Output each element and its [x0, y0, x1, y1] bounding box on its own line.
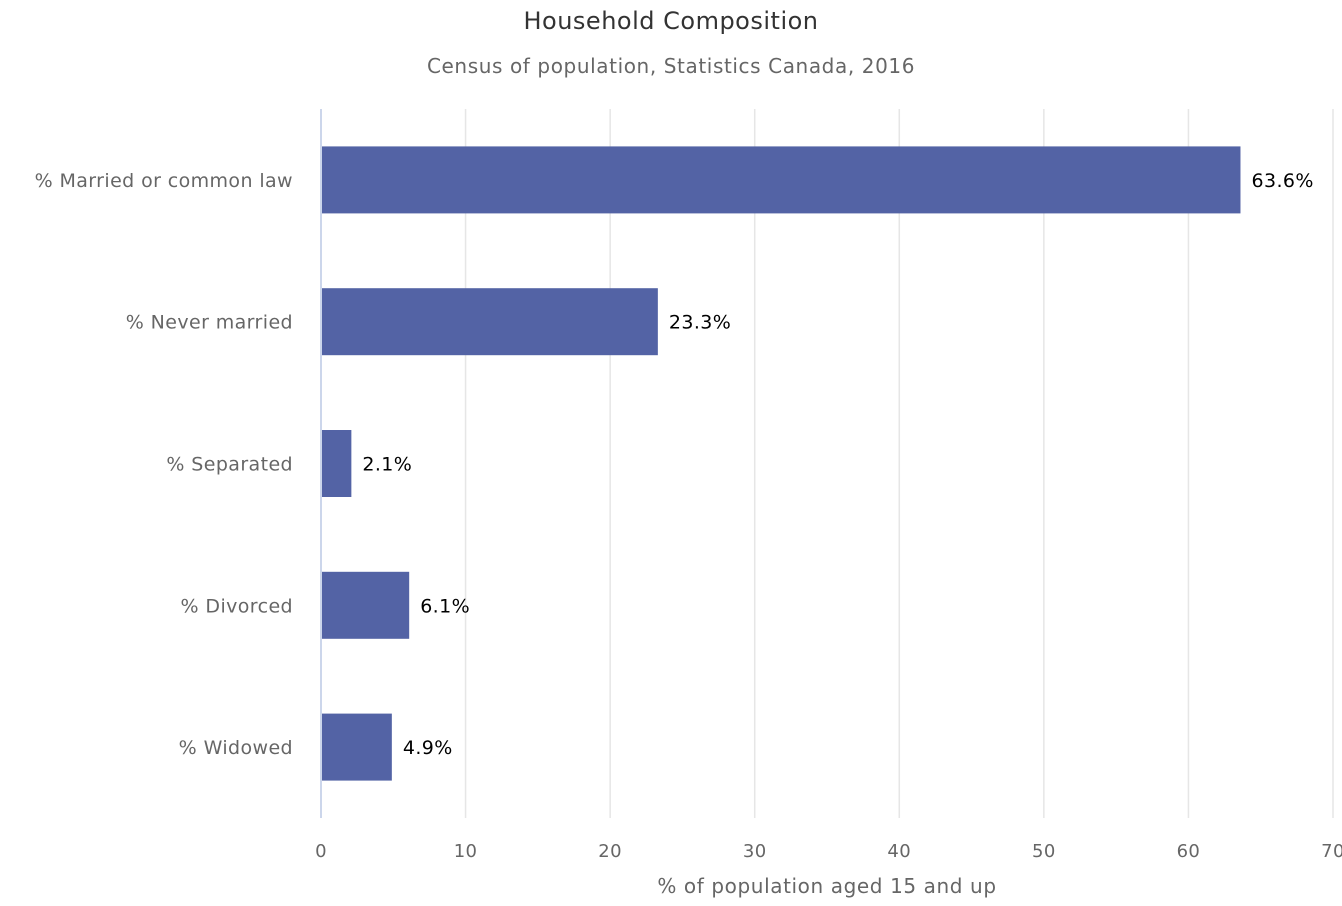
x-axis-title: % of population aged 15 and up	[657, 874, 996, 898]
category-label: % Separated	[166, 454, 293, 476]
chart-subtitle: Census of population, Statistics Canada,…	[427, 54, 915, 78]
x-tick-label: 50	[1032, 841, 1056, 862]
x-tick-label: 60	[1177, 841, 1201, 862]
bar	[322, 146, 1241, 214]
x-tick-label: 10	[454, 841, 478, 862]
bar	[322, 571, 410, 639]
data-labels: 63.6% 23.3% 2.1% 6.1% 4.9%	[362, 170, 1313, 759]
bar	[322, 713, 392, 781]
category-label: % Married or common law	[35, 170, 293, 192]
x-tick-label: 40	[887, 841, 911, 862]
x-tick-label: 0	[315, 841, 327, 862]
x-axis-ticks: 0 10 20 30 40 50 60 70	[315, 841, 1342, 862]
data-label: 6.1%	[420, 595, 470, 617]
category-label: % Never married	[126, 312, 293, 334]
chart-title: Household Composition	[523, 7, 818, 35]
x-tick-label: 30	[743, 841, 767, 862]
category-label: % Widowed	[179, 737, 293, 759]
gridlines	[464, 109, 1334, 818]
bar	[322, 430, 352, 497]
data-label: 23.3%	[669, 312, 731, 334]
data-label: 4.9%	[403, 737, 453, 759]
data-label: 63.6%	[1251, 170, 1313, 192]
data-label: 2.1%	[362, 454, 412, 476]
bars	[322, 146, 1241, 781]
bar	[322, 288, 658, 356]
category-label: % Divorced	[181, 595, 293, 617]
x-tick-label: 70	[1321, 841, 1342, 862]
y-axis-categories: % Married or common law % Never married % …	[35, 170, 293, 759]
x-tick-label: 20	[598, 841, 622, 862]
